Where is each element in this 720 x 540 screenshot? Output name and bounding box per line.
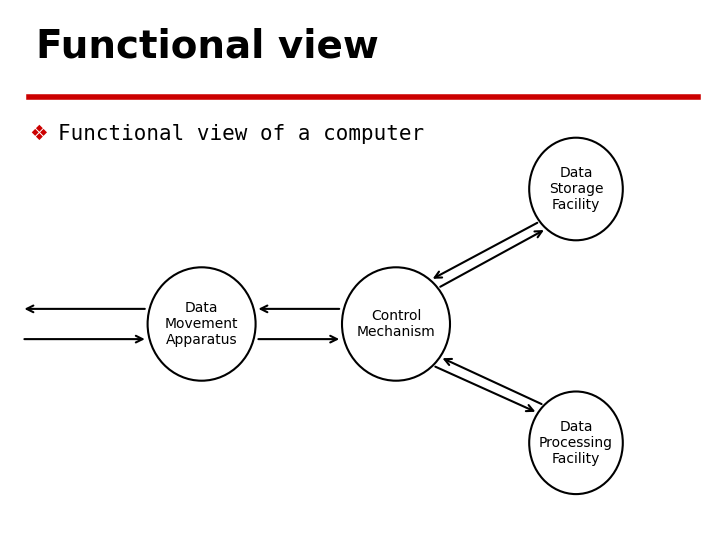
Ellipse shape [529,138,623,240]
Text: Control
Mechanism: Control Mechanism [356,309,436,339]
Text: Data
Storage
Facility: Data Storage Facility [549,166,603,212]
Text: Functional view of a computer: Functional view of a computer [58,124,424,144]
Ellipse shape [529,392,623,494]
Ellipse shape [148,267,256,381]
Text: Data
Movement
Apparatus: Data Movement Apparatus [165,301,238,347]
Ellipse shape [342,267,450,381]
Text: Functional view: Functional view [36,27,379,65]
Text: Data
Processing
Facility: Data Processing Facility [539,420,613,466]
Text: ❖: ❖ [29,124,48,144]
